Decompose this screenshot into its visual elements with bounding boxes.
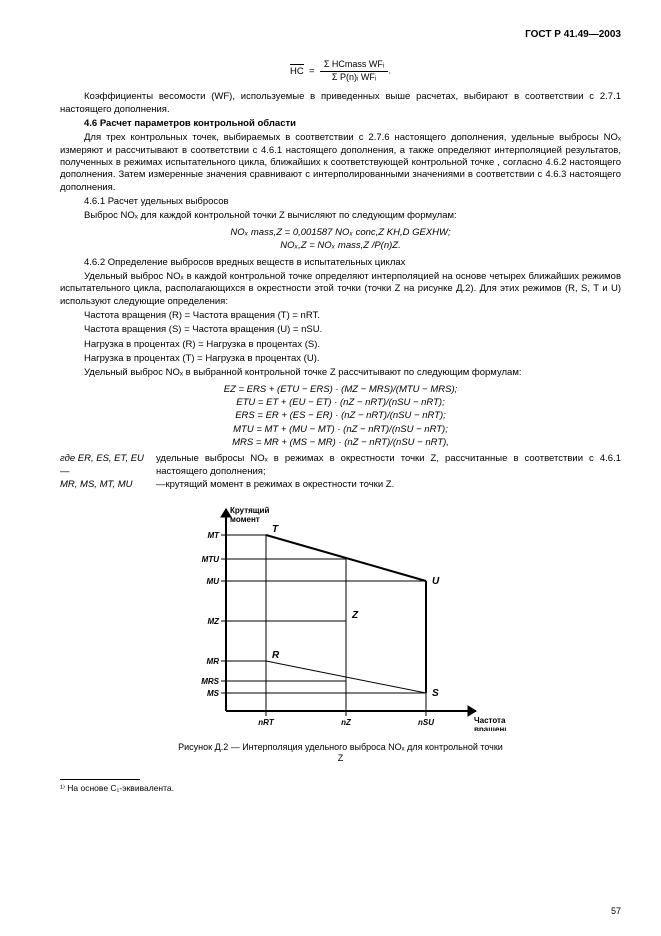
svg-text:nSU: nSU — [418, 718, 434, 727]
svg-text:Z: Z — [351, 610, 359, 621]
formula-hc: HC = Σ HCmass WFᵢ Σ P(n)ᵢ WFᵢ . — [60, 59, 621, 83]
para-461-text: Выброс NOₓ для каждой контрольной точки … — [60, 210, 621, 222]
where-1-lhs: где ER, ES, ET, EU — — [60, 453, 156, 478]
para-462-title: 4.6.2 Определение выбросов вредных вещес… — [60, 257, 621, 269]
where-2-lhs: MR, MS, MT, MU — [60, 479, 156, 491]
para-461-title: 4.6.1 Расчет удельных выбросов — [60, 196, 621, 208]
where-1-rhs: удельные выбросы NOₓ в режимах в окрестн… — [156, 453, 621, 478]
svg-text:MR: MR — [206, 657, 219, 666]
eq-1: ETU = ET + (EU − ET) · (nZ − nRT)/(nSU −… — [60, 397, 621, 409]
svg-text:R: R — [272, 650, 280, 661]
svg-text:MZ: MZ — [207, 617, 220, 626]
eq-4: MRS = MR + (MS − MR) · (nZ − nRT)/(nSU −… — [60, 437, 621, 449]
svg-text:Крутящий: Крутящий — [230, 506, 269, 515]
svg-text:T: T — [272, 524, 279, 535]
where-block: где ER, ES, ET, EU — удельные выбросы NO… — [60, 453, 621, 491]
heading-46: 4.6 Расчет параметров контрольной област… — [60, 118, 621, 130]
svg-text:MS: MS — [207, 689, 220, 698]
hc-num: Σ HCmass WFᵢ — [320, 59, 388, 72]
eq-461a: NOₓ mass,Z = 0,001587 NOₓ conc,Z KH,D GE… — [60, 227, 621, 239]
def-0: Частота вращения (R) = Частота вращения … — [60, 310, 621, 322]
svg-text:S: S — [432, 688, 439, 699]
svg-text:момент: момент — [230, 515, 260, 524]
svg-text:U: U — [432, 576, 440, 587]
svg-text:nZ: nZ — [341, 718, 352, 727]
eq-set: EZ = ERS + (ETU − ERS) · (MZ − MRS)/(MTU… — [60, 384, 621, 450]
eq-461: NOₓ mass,Z = 0,001587 NOₓ conc,Z KH,D GE… — [60, 227, 621, 253]
figure-svg: Крутящиймомент Частотавращения MT MTU MU MZ MR… — [176, 501, 506, 731]
figure-d2: Крутящиймомент Частотавращения MT MTU MU MZ MR… — [176, 501, 506, 765]
hc-den: Σ P(n)ᵢ WFᵢ — [320, 72, 388, 84]
para-46: Для трех контрольных точек, выбираемых в… — [60, 132, 621, 194]
svg-text:Частота: Частота — [474, 716, 506, 725]
def-3: Нагрузка в процентах (T) = Нагрузка в пр… — [60, 353, 621, 365]
hc-frac: Σ HCmass WFᵢ Σ P(n)ᵢ WFᵢ — [320, 59, 388, 83]
footnote-rule — [60, 779, 140, 780]
para-wf: Коэффициенты весомости (WF), используемы… — [60, 91, 621, 116]
svg-text:вращения: вращения — [474, 725, 506, 731]
doc-header: ГОСТ Р 41.49—2003 — [60, 28, 621, 41]
def-1: Частота вращения (S) = Частота вращения … — [60, 324, 621, 336]
figure-caption: Рисунок Д.2 — Интерполяция удельного выб… — [176, 742, 506, 765]
svg-text:MRS: MRS — [201, 677, 219, 686]
where-1: где ER, ES, ET, EU — удельные выбросы NO… — [60, 453, 621, 478]
eq-0: EZ = ERS + (ETU − ERS) · (MZ − MRS)/(MTU… — [60, 384, 621, 396]
svg-text:MTU: MTU — [201, 555, 219, 564]
where-2-rhs: —крутящий момент в режимах в окрестности… — [156, 479, 621, 491]
def-2: Нагрузка в процентах (R) = Нагрузка в пр… — [60, 339, 621, 351]
eq-3: MTU = MT + (MU − MT) · (nZ − nRT)/(nSU −… — [60, 424, 621, 436]
page-number: 57 — [611, 906, 621, 918]
para-462b: Удельный выброс NOₓ в выбранной контроль… — [60, 367, 621, 379]
hc-lhs: HC — [290, 64, 304, 77]
where-2: MR, MS, MT, MU —крутящий момент в режима… — [60, 479, 621, 491]
hc-tail: . — [388, 66, 391, 77]
para-462a: Удельный выброс NOₓ в каждой контрольной… — [60, 271, 621, 308]
eq-461b: NOₓ,Z = NOₓ mass,Z /P(n)Z. — [60, 240, 621, 252]
footnote: ¹⁾ На основе C₁-эквивалента. — [60, 783, 621, 794]
svg-text:nRT: nRT — [258, 718, 275, 727]
svg-text:MT: MT — [207, 531, 220, 540]
eq-2: ERS = ER + (ES − ER) · (nZ − nRT)/(nSU −… — [60, 410, 621, 422]
page: ГОСТ Р 41.49—2003 HC = Σ HCmass WFᵢ Σ P(… — [0, 0, 661, 936]
svg-text:MU: MU — [206, 577, 219, 586]
